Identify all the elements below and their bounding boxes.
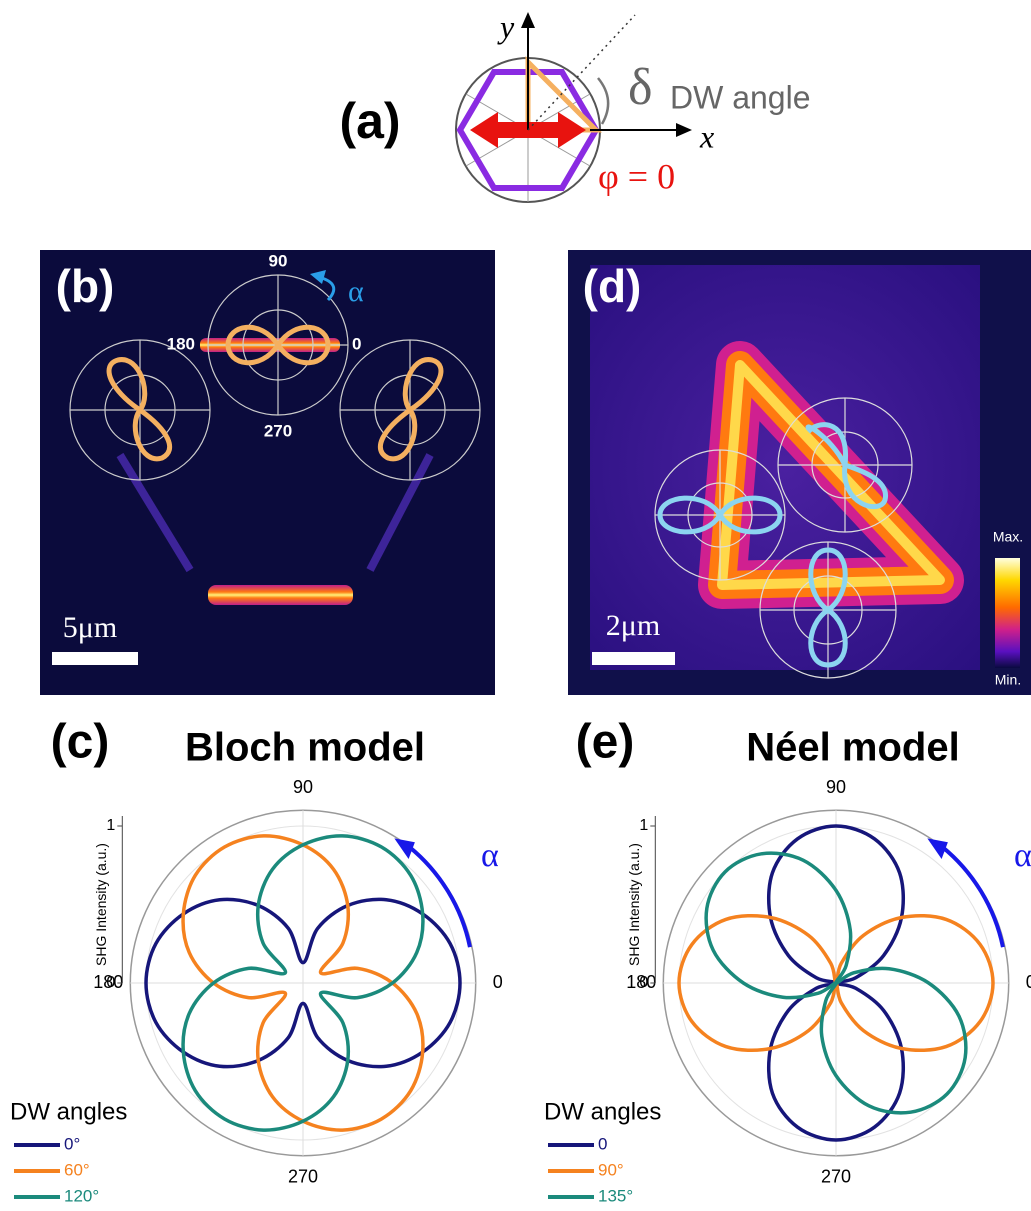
legend-title: DW angles bbox=[544, 1098, 661, 1125]
theta-tick-label: 90 bbox=[293, 777, 313, 797]
panel-label: (c) bbox=[51, 716, 110, 769]
colorbar-label: Max. bbox=[993, 529, 1023, 545]
panel-d: Max. Min. (d) 2μm bbox=[568, 250, 1031, 695]
polar-label: 180 bbox=[167, 334, 195, 353]
panel-label: (a) bbox=[339, 93, 400, 149]
series-curve bbox=[706, 853, 966, 1113]
r-tick-label: 0 bbox=[639, 974, 648, 991]
scale-bar bbox=[52, 652, 138, 665]
legend-title: DW angles bbox=[10, 1098, 127, 1125]
axis-label: y bbox=[497, 8, 515, 44]
rotation-symbol: α bbox=[348, 275, 364, 308]
axis-label: x bbox=[699, 118, 714, 154]
panel-label: (e) bbox=[576, 716, 635, 769]
panel-label: (b) bbox=[56, 260, 115, 312]
r-axis-label: SHG Intensity (a.u.) bbox=[626, 843, 642, 966]
scale-bar-label: 5μm bbox=[63, 611, 117, 644]
theta-tick-label: 0 bbox=[493, 972, 503, 992]
theta-tick-label: 270 bbox=[288, 1166, 318, 1186]
legend-label: 120° bbox=[64, 1186, 99, 1205]
polar-label: 270 bbox=[264, 421, 292, 440]
polar-label: 90 bbox=[269, 251, 288, 270]
colorbar-label: Min. bbox=[995, 672, 1021, 688]
rotation-symbol: α bbox=[481, 837, 499, 874]
legend-label: 0 bbox=[598, 1134, 607, 1153]
dw-glow bbox=[208, 585, 353, 605]
legend-label: 0° bbox=[64, 1134, 80, 1153]
colorbar bbox=[995, 558, 1020, 668]
r-tick-label: 1 bbox=[639, 817, 648, 834]
r-tick-label: 1 bbox=[106, 817, 115, 834]
legend-label: 135° bbox=[598, 1186, 633, 1205]
chart-title: Bloch model bbox=[185, 726, 425, 770]
scale-bar-label: 2μm bbox=[606, 609, 660, 642]
theta-tick-label: 90 bbox=[826, 777, 846, 797]
rotation-symbol: α bbox=[1014, 837, 1031, 874]
arrowhead bbox=[676, 123, 692, 137]
arrowhead bbox=[521, 12, 535, 28]
chart-title: Néel model bbox=[746, 726, 959, 770]
r-tick-label: 0 bbox=[106, 974, 115, 991]
theta-tick-label: 270 bbox=[821, 1166, 851, 1186]
theta-tick-label: 0 bbox=[1026, 972, 1031, 992]
angle-symbol: δ bbox=[628, 59, 653, 116]
legend-label: 90° bbox=[598, 1160, 624, 1179]
figure: (a) y x δ DW angle φ = 0 bbox=[0, 0, 1031, 1211]
scale-bar bbox=[592, 652, 675, 665]
panel-label: (d) bbox=[583, 260, 642, 312]
r-axis-label: SHG Intensity (a.u.) bbox=[93, 843, 109, 966]
panel-b: (b) 90 180 0 270 α 5μm bbox=[40, 250, 495, 695]
rotation-arrow bbox=[942, 847, 1003, 947]
legend-label: 60° bbox=[64, 1160, 90, 1179]
angle-label: DW angle bbox=[670, 79, 811, 115]
panel-a: (a) y x δ DW angle φ = 0 bbox=[339, 8, 810, 202]
phi-label: φ = 0 bbox=[598, 156, 675, 196]
polar-label: 0 bbox=[352, 334, 361, 353]
